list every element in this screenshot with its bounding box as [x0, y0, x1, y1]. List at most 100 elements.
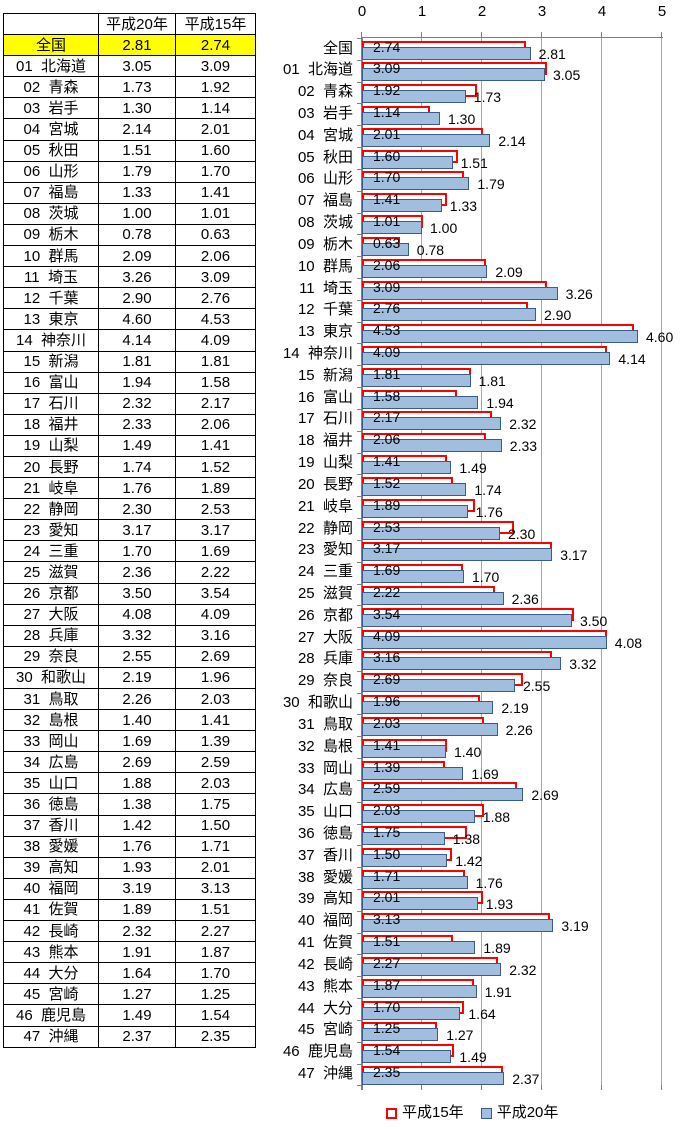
category-label: 43 熊本	[297, 977, 353, 995]
value-axis-tick	[481, 32, 482, 38]
category-axis-tick	[357, 168, 362, 170]
category-axis-tick	[357, 954, 362, 956]
chart-row: 47 沖縄 2.35 2.37	[298, 1064, 662, 1086]
table-cell-h20: 1.89	[98, 898, 176, 922]
category-label: 32 島根	[297, 737, 353, 755]
category-axis-tick	[357, 1085, 362, 1087]
chart-row: 24 三重 1.69 1.70	[298, 562, 662, 584]
table-cell-h15: 1.41	[175, 434, 256, 457]
chart-row: 35 山口 2.03 1.88	[298, 802, 662, 824]
table-cell-label: 04 宮城	[3, 118, 99, 141]
table-cell-h15: 2.01	[175, 856, 256, 879]
table-corner-cell	[3, 12, 99, 36]
category-label: 20 長野	[297, 475, 353, 493]
category-label: 02 青森	[297, 83, 353, 101]
bar-label-h15: 3.13	[373, 911, 401, 928]
category-axis-tick	[357, 976, 362, 978]
table-cell-h15: 1.70	[175, 160, 256, 183]
table-cell-label: 16 富山	[3, 371, 99, 394]
bar-label-h15: 1.87	[373, 976, 401, 993]
category-label: 09 栃木	[297, 235, 353, 253]
bar-label-h20: 4.14	[618, 350, 646, 367]
bar-h20	[362, 526, 500, 540]
bar-h20	[362, 657, 562, 671]
table-cell-h15: 1.96	[175, 666, 256, 690]
bar-label-h15: 3.09	[373, 278, 401, 295]
bar-label-h20: 2.19	[501, 700, 529, 717]
table-cell-h20: 1.79	[98, 160, 176, 183]
bar-h20	[362, 853, 448, 867]
table-cell-h15: 3.54	[175, 582, 256, 605]
chart-row: 32 島根 1.41 1.40	[298, 736, 662, 759]
category-label: 47 沖縄	[297, 1065, 353, 1083]
table-cell-h20: 4.60	[98, 308, 176, 331]
bar-label-h20: 1.30	[448, 110, 476, 127]
bar-h20	[362, 242, 409, 256]
table-row: 02 青森 1.73 1.92	[3, 76, 256, 99]
table-cell-h20: 1.00	[98, 202, 176, 225]
table-cell-h15: 4.53	[175, 308, 256, 331]
table-cell-h20: 2.19	[98, 666, 176, 690]
table-row: 05 秋田 1.51 1.60	[3, 139, 256, 162]
table-cell-label: 31 鳥取	[3, 687, 99, 711]
x-axis-tick-label: 0	[357, 3, 367, 20]
value-axis-tick	[361, 1085, 362, 1090]
bar-label-h15: 2.53	[373, 518, 401, 535]
gridline	[421, 38, 422, 1085]
table-cell-h20: 2.32	[98, 392, 176, 415]
table-row: 26 京都 3.50 3.54	[3, 582, 256, 605]
bar-label-h15: 1.01	[373, 213, 401, 230]
table-cell-label: 11 埼玉	[3, 266, 99, 289]
chart-row: 42 長崎 2.27 2.32	[298, 954, 662, 977]
table-row: 42 長崎 2.32 2.27	[3, 920, 256, 943]
table-cell-h20: 1.51	[98, 139, 176, 162]
bar-h20	[362, 1028, 439, 1042]
prefecture-table: 平成20年 平成15年 全国 2.81 2.74 01 北海道 3.05 3.09 02 青森 1…	[3, 12, 256, 1048]
table-cell-label: 23 愛知	[3, 519, 99, 542]
table-header-h20: 平成20年	[98, 12, 176, 36]
bar-h20	[362, 373, 471, 387]
bar-label-h15: 2.59	[373, 780, 401, 797]
table-cell-h20: 2.32	[98, 920, 176, 943]
bar-label-h15: 1.41	[373, 191, 401, 208]
category-label: 46 鹿児島	[282, 1043, 353, 1061]
value-axis-tick	[661, 32, 662, 38]
table-row: 16 富山 1.94 1.58	[3, 371, 256, 394]
chart-row: 14 神奈川 4.09 4.14	[283, 343, 662, 367]
legend-swatch-h20-icon	[480, 1107, 492, 1119]
table-cell-h15: 1.71	[175, 835, 256, 858]
category-label: 45 宮崎	[297, 1021, 353, 1039]
table-cell-h20: 1.76	[98, 477, 176, 500]
table-row: 17 石川 2.32 2.17	[3, 392, 256, 415]
table-cell-h15: 3.17	[175, 519, 256, 542]
table-cell-h15: 4.09	[175, 329, 256, 352]
bar-h20	[362, 68, 545, 82]
bar-label-h20: 2.09	[495, 263, 523, 280]
chart-row: 43 熊本 1.87 1.91	[298, 976, 662, 1000]
bar-label-h20: 1.42	[455, 852, 483, 869]
category-axis-tick	[357, 256, 362, 258]
table-cell-h20: 3.19	[98, 877, 176, 900]
bar-h20	[362, 395, 479, 409]
category-label: 06 山形	[297, 170, 353, 188]
category-label: 04 宮城	[297, 126, 353, 144]
table-cell-label: 37 香川	[3, 814, 99, 837]
category-label: 31 鳥取	[297, 715, 353, 733]
category-axis-tick	[357, 692, 362, 694]
bar-label-h20: 3.05	[553, 67, 581, 84]
category-axis-tick	[357, 365, 362, 367]
table-row: 21 岐阜 1.76 1.89	[3, 477, 256, 500]
table-cell-h15: 1.75	[175, 793, 256, 816]
category-label: 38 愛媛	[297, 868, 353, 886]
table-cell-label: 38 愛媛	[3, 835, 99, 858]
table-row: 29 奈良 2.55 2.69	[3, 645, 256, 668]
bar-label-h20: 1.51	[460, 154, 488, 171]
x-axis-tick-label: 4	[597, 3, 607, 20]
bar-h20	[362, 701, 494, 715]
category-axis-tick	[357, 474, 362, 476]
bar-label-h20: 1.89	[483, 940, 511, 957]
bar-label-h15: 1.54	[373, 1042, 401, 1059]
x-axis: 0 1 2 3 4 5	[358, 3, 666, 21]
bar-label-h20: 1.91	[484, 983, 512, 1000]
chart-row: 22 静岡 2.53 2.30	[298, 518, 662, 541]
